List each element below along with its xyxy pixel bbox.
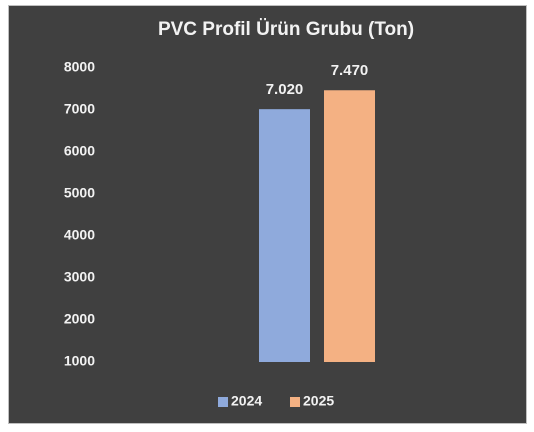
chart-title: PVC Profil Ürün Grubu (Ton)	[158, 19, 414, 40]
legend-label: 2025	[303, 393, 334, 409]
bar	[259, 109, 310, 362]
y-tick-label: 8000	[64, 59, 95, 75]
legend-swatch	[290, 397, 300, 407]
value-label: 7.020	[266, 81, 304, 98]
legend-label: 2024	[231, 393, 262, 409]
y-tick-label: 7000	[64, 101, 95, 117]
legend-swatch	[218, 397, 228, 407]
y-tick-label: 5000	[64, 185, 95, 201]
bar	[324, 90, 375, 362]
y-tick-label: 3000	[64, 269, 95, 285]
y-tick-label: 4000	[64, 227, 95, 243]
value-label: 7.470	[331, 62, 369, 79]
y-tick-label: 6000	[64, 143, 95, 159]
y-tick-label: 1000	[64, 353, 95, 369]
y-tick-label: 2000	[64, 311, 95, 327]
